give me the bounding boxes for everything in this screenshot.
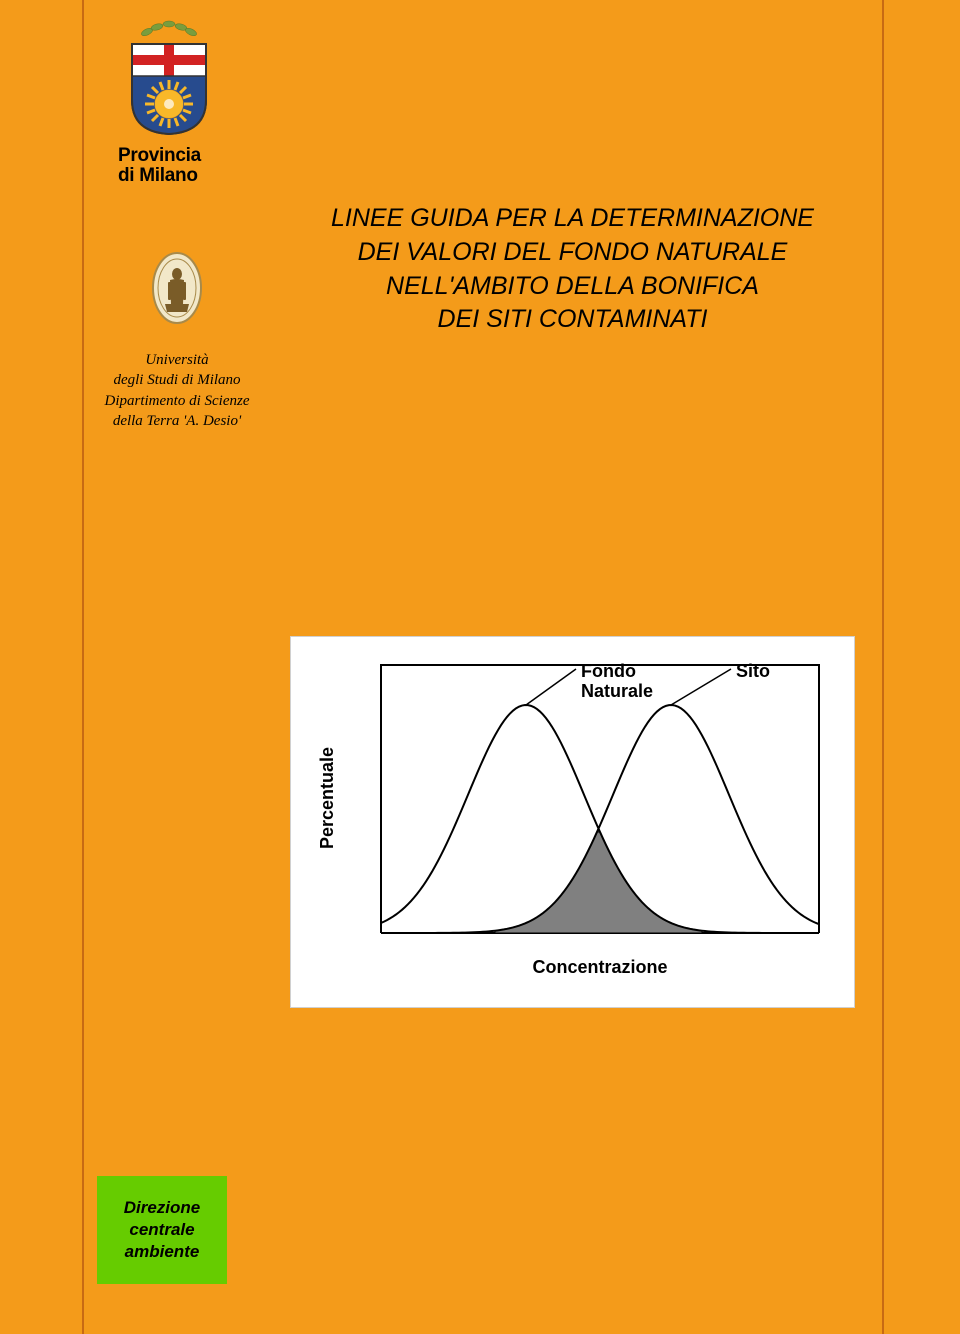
title-line3: NELL'AMBITO DELLA BONIFICA: [386, 272, 759, 300]
document-title: LINEE GUIDA PER LA DETERMINAZIONE DEI VA…: [290, 202, 855, 337]
provincia-line2: di Milano: [118, 165, 198, 186]
title-line1: LINEE GUIDA PER LA DETERMINAZIONE: [331, 204, 814, 232]
univ-line2: degli Studi di Milano: [113, 372, 240, 388]
direzione-line2: centrale: [129, 1220, 194, 1239]
univ-line4: della Terra 'A. Desio': [113, 413, 241, 429]
svg-text:Fondo: Fondo: [581, 661, 636, 681]
vertical-rule-right: [882, 0, 884, 1334]
direzione-box: Direzione centrale ambiente: [97, 1176, 227, 1284]
university-attribution: Università degli Studi di Milano Diparti…: [97, 350, 257, 431]
svg-text:Concentrazione: Concentrazione: [532, 957, 667, 977]
direzione-line3: ambiente: [125, 1242, 200, 1261]
distribution-chart: FondoNaturale Sito Percentuale Concentrazio…: [290, 636, 855, 1008]
chart-svg: FondoNaturale Sito Percentuale Concentrazio…: [291, 637, 854, 1007]
vertical-rule-left: [82, 0, 84, 1334]
provincia-line1: Provincia: [118, 145, 201, 166]
page-background: Provincia di Milano Università degli Stu…: [0, 0, 960, 1334]
direzione-line1: Direzione: [124, 1198, 201, 1217]
univ-line1: Università: [145, 352, 208, 368]
laurel-crown-icon: [139, 18, 199, 38]
title-line2: DEI VALORI DEL FONDO NATURALE: [358, 238, 788, 266]
svg-text:Sito: Sito: [736, 661, 770, 681]
provincia-logo-block: Provincia di Milano: [118, 18, 220, 186]
coat-of-arms-icon: [130, 42, 208, 136]
university-seal-icon: [150, 250, 204, 326]
univ-line3: Dipartimento di Scienze: [105, 393, 250, 409]
svg-text:Percentuale: Percentuale: [317, 747, 337, 849]
title-line4: DEI SITI CONTAMINATI: [438, 305, 708, 333]
provincia-label: Provincia di Milano: [118, 146, 220, 186]
svg-text:Naturale: Naturale: [581, 681, 653, 701]
